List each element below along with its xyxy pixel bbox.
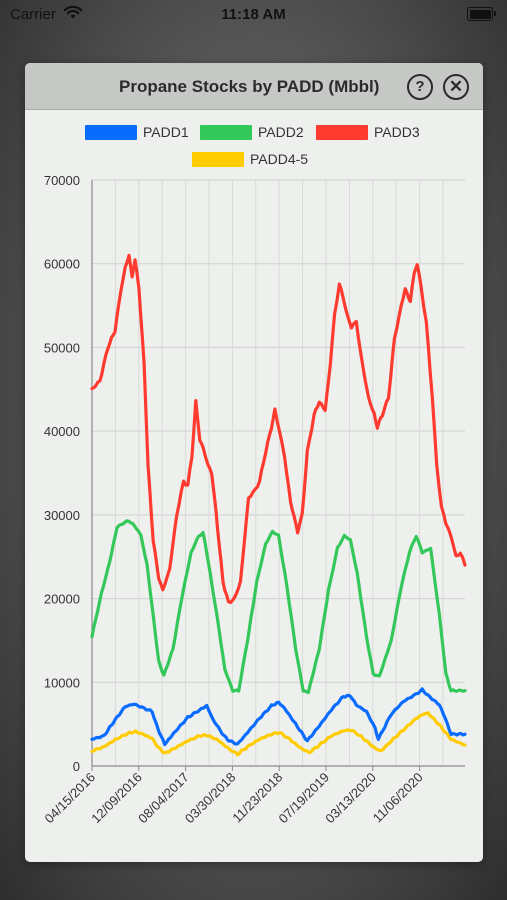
chart-legend: PADD1 PADD2 PADD3 [25, 123, 483, 143]
y-tick-label: 50000 [44, 340, 80, 355]
legend-swatch-padd1 [85, 125, 137, 140]
legend-swatch-padd4-5 [192, 152, 244, 167]
status-time: 11:18 AM [221, 6, 286, 23]
series-line-padd4-5 [90, 711, 467, 757]
series-line-padd1 [90, 687, 467, 747]
dialog-titlebar: Propane Stocks by PADD (Mbbl) ? ✕ [25, 63, 483, 110]
y-tick-label: 60000 [44, 257, 80, 272]
legend-swatch-padd3 [316, 125, 368, 140]
help-icon[interactable]: ? [407, 74, 433, 100]
battery-icon [467, 7, 496, 21]
y-tick-label: 0 [73, 759, 80, 774]
legend-swatch-padd2 [200, 125, 252, 140]
y-tick-label: 30000 [44, 508, 80, 523]
series-line-padd3 [90, 253, 467, 605]
legend-label-padd2: PADD2 [258, 124, 304, 140]
chart-legend-row-2: PADD4-5 [25, 150, 483, 170]
y-tick-label: 70000 [44, 173, 80, 188]
status-bar: Carrier 11:18 AM [0, 0, 507, 30]
x-tick-label: 11/06/2020 [370, 770, 426, 826]
y-tick-label: 40000 [44, 424, 80, 439]
x-tick-label: 03/13/2020 [322, 770, 379, 827]
legend-label-padd3: PADD3 [374, 124, 420, 140]
chart-dialog: Propane Stocks by PADD (Mbbl) ? ✕ PADD1 … [25, 63, 483, 862]
legend-label-padd4-5: PADD4-5 [250, 151, 309, 167]
y-tick-label: 10000 [44, 675, 80, 690]
y-tick-label: 20000 [44, 592, 80, 607]
carrier-label: Carrier [10, 6, 56, 23]
line-chart: 01000020000300004000050000600007000004/1… [41, 173, 467, 827]
close-icon[interactable]: ✕ [443, 74, 469, 100]
legend-label-padd1: PADD1 [143, 124, 189, 140]
wifi-icon [63, 4, 83, 24]
dialog-title: Propane Stocks by PADD (Mbbl) [119, 77, 380, 96]
x-tick-label: 03/30/2018 [182, 770, 239, 827]
series-line-padd2 [90, 519, 467, 695]
